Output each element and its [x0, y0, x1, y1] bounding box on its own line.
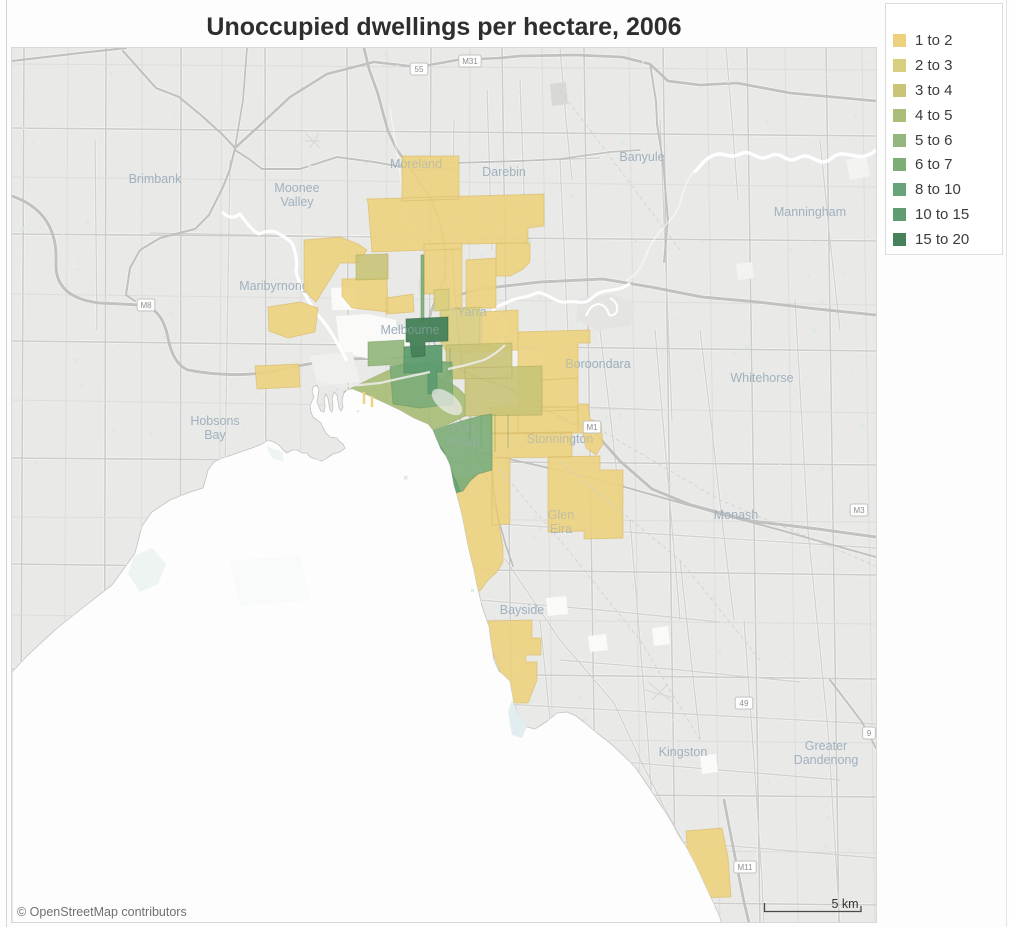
svg-text:49: 49 — [740, 699, 749, 708]
svg-text:Manningham: Manningham — [774, 205, 846, 219]
svg-text:Port: Port — [452, 421, 475, 435]
svg-text:5 km: 5 km — [831, 897, 862, 911]
svg-text:Banyule: Banyule — [619, 150, 664, 164]
svg-text:Brimbank: Brimbank — [129, 172, 183, 186]
svg-text:Darebin: Darebin — [482, 165, 526, 179]
svg-text:Hobsons: Hobsons — [190, 414, 239, 428]
svg-text:9: 9 — [867, 729, 872, 738]
svg-text:Moreland: Moreland — [390, 157, 442, 171]
svg-text:Monash: Monash — [714, 508, 759, 522]
svg-text:Kingston: Kingston — [659, 745, 708, 759]
svg-text:55: 55 — [415, 65, 424, 74]
svg-text:Glen: Glen — [548, 508, 574, 522]
svg-text:Greater: Greater — [805, 739, 847, 753]
svg-text:Melbourne: Melbourne — [380, 323, 439, 337]
svg-text:Eira: Eira — [550, 522, 572, 536]
svg-text:M3: M3 — [853, 506, 865, 515]
svg-text:M31: M31 — [462, 57, 478, 66]
svg-text:Valley: Valley — [280, 195, 314, 209]
svg-text:Boroondara: Boroondara — [565, 357, 630, 371]
svg-text:Boroondara: Boroondara — [565, 357, 630, 371]
svg-text:Moonee: Moonee — [274, 181, 319, 195]
svg-text:M8: M8 — [140, 301, 152, 310]
svg-text:M11: M11 — [738, 863, 754, 872]
svg-text:Whitehorse: Whitehorse — [730, 371, 793, 385]
svg-text:Bay: Bay — [204, 428, 226, 442]
svg-text:Bayside: Bayside — [500, 603, 545, 617]
svg-text:Phillip: Phillip — [446, 435, 479, 449]
svg-text:Maribyrnong: Maribyrnong — [239, 279, 309, 293]
svg-text:Dandenong: Dandenong — [794, 753, 859, 767]
svg-text:Stonnington: Stonnington — [527, 432, 594, 446]
svg-text:Yarra: Yarra — [457, 305, 487, 319]
svg-text:© OpenStreetMap contributors: © OpenStreetMap contributors — [17, 905, 187, 919]
svg-text:M1: M1 — [586, 423, 598, 432]
